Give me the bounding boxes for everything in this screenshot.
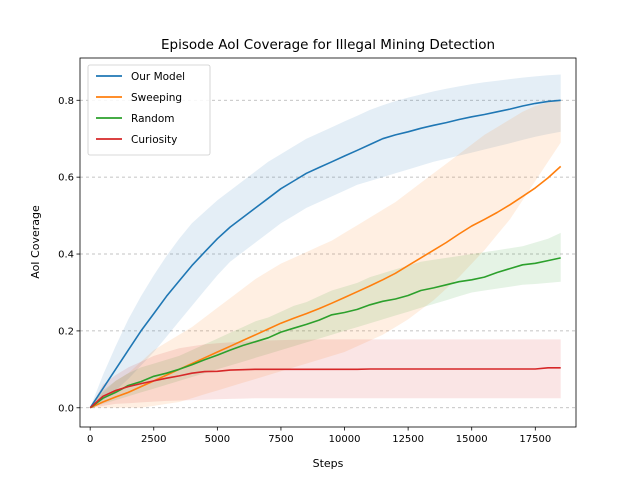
x-tick-label: 2500: [141, 434, 166, 445]
y-tick-label: 0.0: [58, 403, 74, 414]
x-tick-label: 10000: [329, 434, 361, 445]
x-axis: 0 2500 5000 7500 10000 12500 15000 17500: [87, 427, 551, 445]
legend-label: Sweeping: [131, 92, 182, 104]
x-tick-label: 12500: [392, 434, 424, 445]
legend-box: [87, 64, 211, 156]
series-line-sweeping: [89, 165, 562, 409]
band-our-model: [90, 74, 561, 408]
y-tick-label: 0.2: [58, 326, 74, 337]
y-axis-title: AoI Coverage: [29, 205, 42, 279]
x-tick-label: 7500: [268, 434, 293, 445]
chart-title: Episode AoI Coverage for Illegal Mining …: [161, 37, 495, 53]
confidence-bands: [90, 74, 561, 408]
x-axis-title: Steps: [313, 457, 344, 470]
legend: Our Model Sweeping Random Curiosity: [87, 64, 211, 156]
y-tick-label: 0.4: [58, 250, 74, 261]
legend-label: Our Model: [131, 71, 185, 83]
plot-frame: [79, 57, 577, 428]
y-tick-label: 0.8: [58, 96, 74, 107]
x-tick-label: 0: [87, 434, 93, 445]
x-tick-label: 5000: [205, 434, 230, 445]
legend-label: Curiosity: [131, 134, 177, 146]
series-line-curiosity: [89, 366, 561, 409]
series-lines: [89, 99, 562, 409]
legend-label: Random: [131, 113, 174, 125]
y-axis: 0.0 0.2 0.4 0.6 0.8: [58, 96, 80, 414]
series-line-random: [89, 257, 561, 409]
grid: [80, 99, 576, 409]
x-tick-label: 15000: [456, 434, 488, 445]
band-sweeping: [90, 100, 561, 408]
series-line-our-model: [89, 99, 561, 409]
x-tick-label: 17500: [519, 434, 551, 445]
band-random: [90, 232, 561, 408]
y-tick-label: 0.6: [58, 173, 74, 184]
